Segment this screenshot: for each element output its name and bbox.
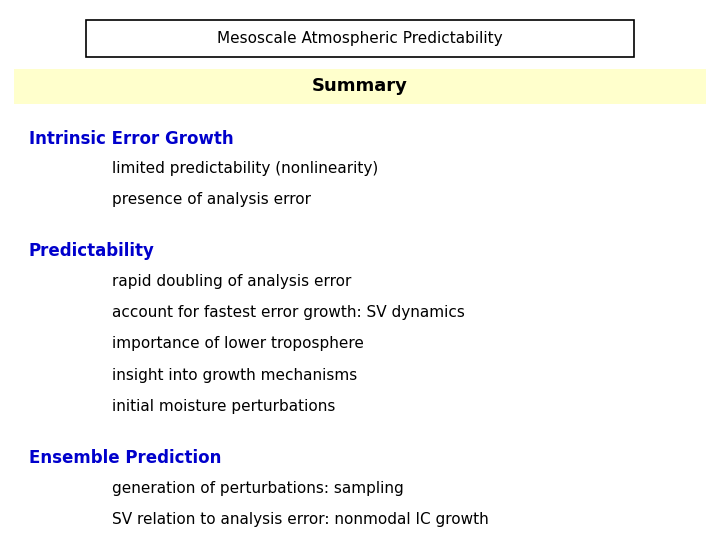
Text: Intrinsic Error Growth: Intrinsic Error Growth (29, 130, 233, 147)
Text: Summary: Summary (312, 77, 408, 95)
Text: limited predictability (nonlinearity): limited predictability (nonlinearity) (112, 161, 378, 176)
Text: insight into growth mechanisms: insight into growth mechanisms (112, 368, 357, 383)
FancyBboxPatch shape (86, 20, 634, 57)
Text: Ensemble Prediction: Ensemble Prediction (29, 449, 221, 467)
Text: generation of perturbations: sampling: generation of perturbations: sampling (112, 481, 403, 496)
Text: SV relation to analysis error: nonmodal IC growth: SV relation to analysis error: nonmodal … (112, 512, 488, 527)
Text: presence of analysis error: presence of analysis error (112, 192, 310, 207)
Text: initial moisture perturbations: initial moisture perturbations (112, 399, 335, 414)
Text: Mesoscale Atmospheric Predictability: Mesoscale Atmospheric Predictability (217, 31, 503, 46)
Text: Predictability: Predictability (29, 242, 155, 260)
Text: rapid doubling of analysis error: rapid doubling of analysis error (112, 274, 351, 289)
Text: account for fastest error growth: SV dynamics: account for fastest error growth: SV dyn… (112, 305, 464, 320)
Text: importance of lower troposphere: importance of lower troposphere (112, 336, 364, 352)
FancyBboxPatch shape (14, 69, 706, 104)
